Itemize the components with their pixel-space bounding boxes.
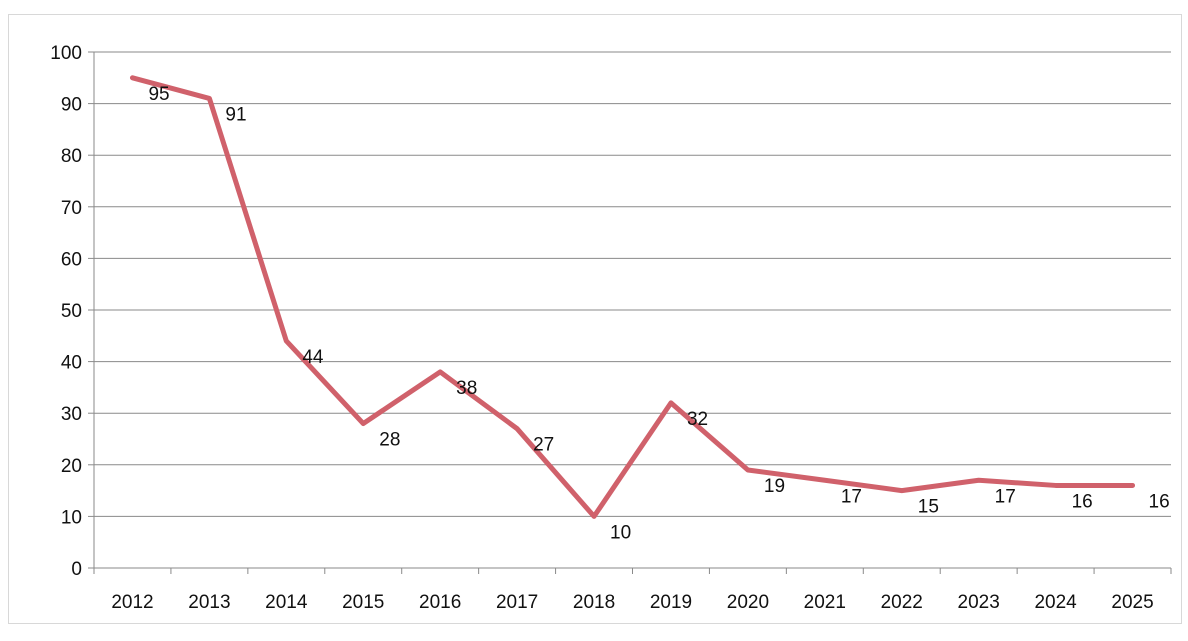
data-label: 28: [379, 430, 400, 451]
x-tick-label: 2022: [881, 592, 923, 613]
y-tick-label: 0: [71, 559, 82, 580]
y-tick-label: 20: [61, 456, 82, 477]
y-tick-label: 10: [61, 507, 82, 528]
x-tick-label: 2023: [958, 592, 1000, 613]
data-label: 10: [610, 522, 631, 543]
x-tick-label: 2019: [650, 592, 692, 613]
data-label: 19: [764, 476, 785, 497]
x-tick-label: 2025: [1111, 592, 1153, 613]
data-label: 32: [687, 409, 708, 430]
y-tick-label: 60: [61, 249, 82, 270]
data-label: 17: [841, 486, 862, 507]
data-label: 15: [918, 497, 939, 518]
y-tick-label: 50: [61, 301, 82, 322]
y-axis-tick-labels: 0 10 20 30 40 50 60 70 80 90 100: [50, 43, 82, 580]
axes: [88, 51, 1172, 574]
x-tick-label: 2018: [573, 592, 615, 613]
series-line: [129, 75, 1136, 519]
x-tick-label: 2020: [727, 592, 769, 613]
gridlines: [94, 51, 1171, 517]
x-tick-label: 2015: [342, 592, 384, 613]
x-tick-label: 2014: [265, 592, 308, 613]
x-tick-label: 2013: [188, 592, 230, 613]
data-labels: 95 91 44 28 38 27 10 32 19 17 15 17 16 16: [148, 84, 1169, 544]
data-label: 17: [995, 486, 1016, 507]
y-tick-label: 90: [61, 95, 82, 116]
data-label: 16: [1072, 491, 1093, 512]
data-label: 27: [533, 435, 554, 456]
y-tick-label: 70: [61, 198, 82, 219]
data-label: 91: [225, 104, 246, 125]
x-tick-label: 2016: [419, 592, 461, 613]
y-tick-label: 80: [61, 146, 82, 167]
x-axis-tick-labels: 2012 2013 2014 2015 2016 2017 2018 2019 2020 2021…: [111, 592, 1153, 613]
y-tick-label: 30: [61, 404, 82, 425]
x-tick-label: 2017: [496, 592, 538, 613]
data-label: 44: [302, 347, 324, 368]
x-tick-label: 2024: [1034, 592, 1077, 613]
x-tick-label: 2021: [804, 592, 846, 613]
data-label: 16: [1149, 491, 1170, 512]
chart-frame: 0 10 20 30 40 50 60 70 80 90 100 2012 2013 2014 2015 2…: [8, 14, 1182, 624]
y-tick-label: 40: [61, 353, 82, 374]
data-label: 38: [456, 378, 477, 399]
y-tick-label: 100: [50, 43, 82, 64]
x-tick-label: 2012: [111, 592, 153, 613]
data-label: 95: [148, 84, 169, 105]
series-layer: [129, 75, 1136, 519]
